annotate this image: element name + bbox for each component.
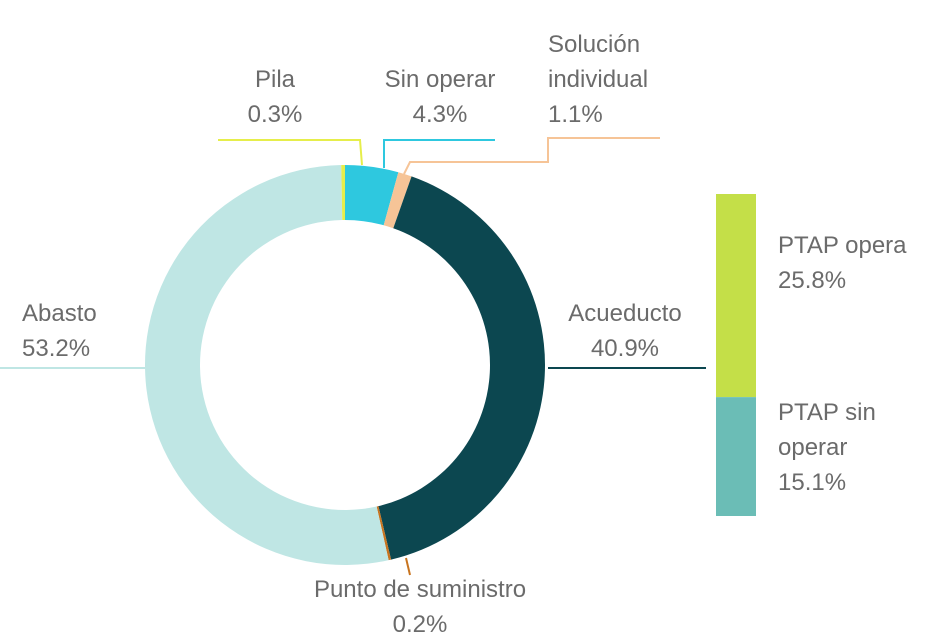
bar-segment (716, 397, 756, 516)
category-label: Solución individual (548, 31, 649, 93)
slice-label: PTAP opera 25.8% (778, 228, 907, 298)
leader-line (405, 557, 411, 576)
slice-label: PTAP sin operar 15.1% (778, 395, 903, 500)
leader-line (383, 139, 495, 168)
bar-segment (716, 194, 756, 398)
category-label: PTAP sin operar (778, 399, 876, 461)
donut-slice (345, 165, 399, 226)
category-label: PTAP opera (778, 232, 907, 259)
value-label: 0.3% (247, 101, 303, 128)
slice-label: Solución individual 1.1% (548, 27, 698, 132)
category-label: Abasto (22, 300, 97, 327)
donut-slice (341, 165, 345, 221)
donut-slice (378, 176, 545, 560)
value-label: 40.9% (590, 335, 660, 362)
value-label: 25.8% (778, 267, 847, 294)
donut-slice (383, 172, 412, 229)
slice-label: Sin operar 4.3% (385, 62, 496, 132)
category-label: Sin operar (384, 66, 496, 93)
value-label: 15.1% (778, 469, 847, 496)
leader-line (403, 137, 660, 175)
value-label: 4.3% (412, 101, 468, 128)
value-label: 53.2% (22, 335, 91, 362)
slice-label: Acueducto 40.9% (568, 296, 681, 366)
slice-label: Pila 0.3% (248, 62, 303, 132)
category-label: Acueducto (568, 300, 682, 327)
donut-slice (144, 165, 389, 566)
category-label: Pila (254, 66, 296, 93)
slice-label: Punto de suministro 0.2% (314, 572, 526, 635)
value-label: 1.1% (548, 101, 603, 128)
value-label: 0.2% (392, 611, 448, 635)
donut-slice (376, 506, 392, 561)
leaders (0, 137, 706, 576)
leader-line (218, 139, 363, 166)
category-label: Punto de suministro (313, 576, 527, 603)
slice-label: Abasto 53.2% (22, 296, 97, 366)
